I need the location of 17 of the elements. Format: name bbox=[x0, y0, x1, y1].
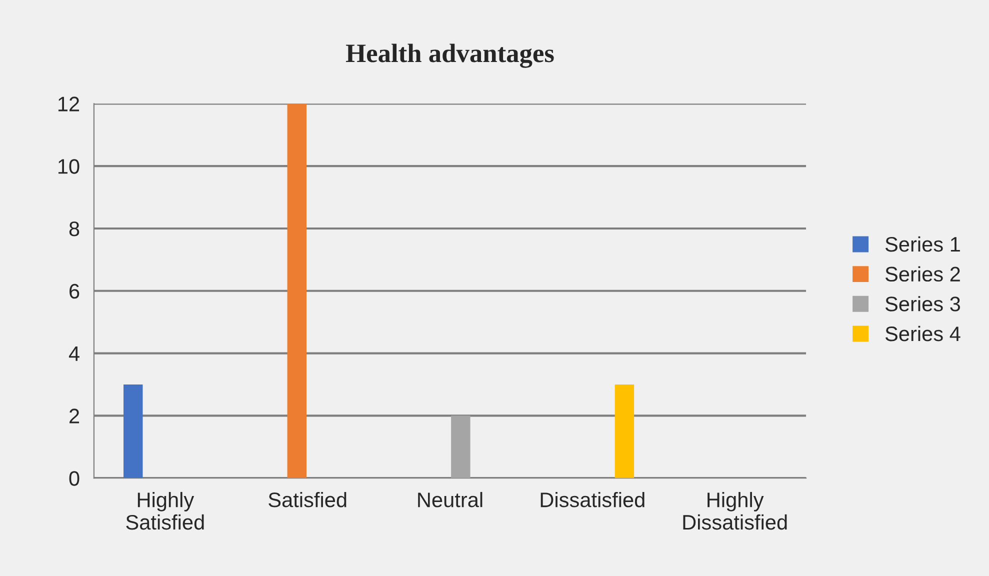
y-tick-label: 2 bbox=[70, 408, 80, 424]
legend-label: Series 4 bbox=[885, 326, 960, 342]
x-tick-label: Highly Satisfied bbox=[126, 492, 204, 530]
y-tick-label: 10 bbox=[58, 159, 80, 174]
legend-label: Series 3 bbox=[885, 296, 960, 312]
x-tick-label: Dissatisfied bbox=[540, 492, 644, 508]
y-tick-label: 6 bbox=[70, 284, 80, 299]
y-tick-label: 0 bbox=[69, 471, 80, 486]
y-tick-label: 12 bbox=[58, 96, 80, 112]
x-tick-label: Highly Dissatisfied bbox=[683, 492, 787, 530]
y-tick-label: 4 bbox=[68, 346, 80, 361]
chart-title: Health advantages bbox=[346, 44, 554, 68]
legend-label: Series 2 bbox=[885, 266, 960, 282]
legend-label: Series 1 bbox=[885, 236, 960, 252]
y-tick-label: 8 bbox=[69, 221, 80, 236]
x-tick-label: Neutral bbox=[418, 492, 482, 508]
x-tick-label: Satisfied bbox=[268, 492, 346, 508]
